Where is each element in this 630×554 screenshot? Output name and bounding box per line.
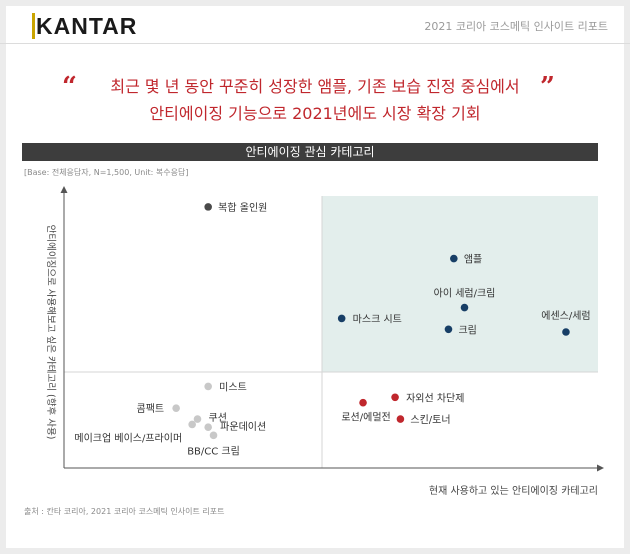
data-point-13: [391, 393, 399, 402]
point-label-7: 미스트: [219, 381, 247, 393]
point-label-15: 스킨/토너: [410, 414, 450, 426]
data-point-4: [337, 314, 346, 323]
point-label-9: 쿠션: [209, 412, 227, 424]
highlight-quadrant: [322, 196, 598, 372]
data-point-14: [359, 398, 367, 407]
point-label-4: 마스크 시트: [353, 313, 402, 325]
data-point-10: [204, 423, 212, 432]
data-point-3: [460, 303, 469, 312]
point-label-12: BB/CC 크림: [187, 445, 240, 457]
data-point-12: [209, 431, 218, 440]
x-axis-arrow-icon: [597, 464, 604, 472]
point-label-14: 로션/에멀전: [341, 411, 390, 424]
data-point-11: [188, 420, 196, 429]
close-quote-icon: ”: [540, 72, 555, 102]
headline-line-1: 최근 몇 년 동안 꾸준히 성장한 앰플, 기존 보습 진정 중심에서: [110, 77, 520, 96]
point-label-8: 콤팩트: [137, 403, 165, 415]
point-label-5: 크림: [458, 324, 476, 336]
point-label-3: 아이 세럼/크림: [434, 287, 496, 300]
y-axis-arrow-icon: [60, 186, 68, 193]
data-point-2: [450, 254, 458, 263]
data-point-5: [444, 325, 453, 334]
headline-line-2: 안티에이징 기능으로 2021년에도 시장 확장 기회: [149, 104, 481, 123]
header-divider: [0, 43, 630, 44]
point-label-10: 파운데이션: [220, 421, 266, 433]
data-point-6: [562, 328, 570, 336]
kantar-logo: KANTAR: [32, 13, 137, 40]
data-point-15: [396, 415, 405, 423]
base-note: [Base: 전체응답자, N=1,500, Unit: 복수응답]: [24, 168, 189, 177]
data-point-8: [172, 404, 180, 412]
data-point-1: [204, 203, 212, 211]
point-label-1: 복합 올인원: [218, 202, 267, 214]
logo-text: KANTAR: [36, 13, 138, 39]
point-label-6: 에센스/세럼: [541, 309, 590, 322]
point-label-11: 메이크업 베이스/프라이머: [74, 431, 182, 444]
x-axis-label: 현재 사용하고 있는 안티에이징 카테고리: [429, 484, 598, 497]
open-quote-icon: “: [62, 72, 77, 102]
point-label-13: 자외선 차단제: [406, 392, 464, 404]
source-note: 출처 : 칸타 코리아, 2021 코리아 코스메틱 인사이트 리포트: [24, 507, 225, 516]
report-title: 2021 코리아 코스메틱 인사이트 리포트: [424, 20, 608, 33]
y-axis-label: 안티에이징으로 사용해보고 싶은 카테고리 (향후 사용): [45, 225, 57, 440]
point-label-2: 앰플: [464, 254, 482, 266]
section-title: 안티에이징 관심 카테고리: [22, 143, 598, 161]
data-point-9: [193, 415, 202, 423]
data-point-7: [204, 382, 212, 391]
